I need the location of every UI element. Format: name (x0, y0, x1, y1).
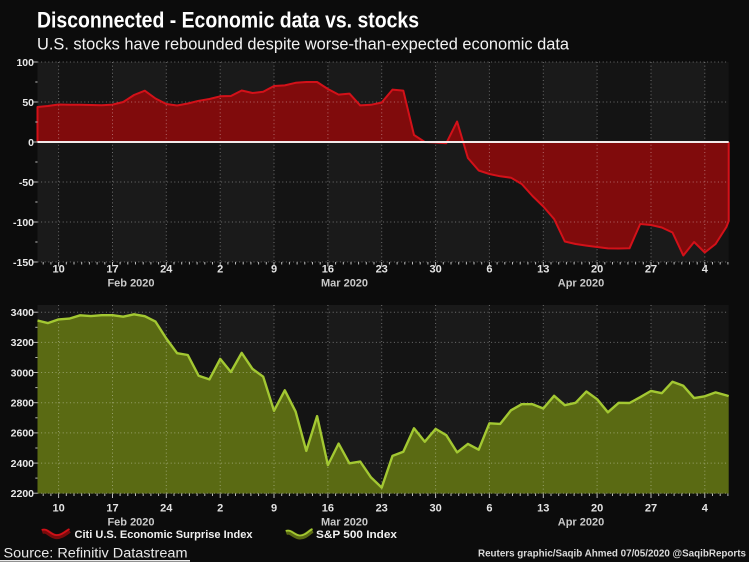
svg-text:S&P 500 Index: S&P 500 Index (316, 529, 398, 541)
svg-text:16: 16 (322, 503, 334, 515)
svg-text:30: 30 (429, 503, 441, 515)
svg-text:0: 0 (28, 137, 34, 149)
svg-text:4: 4 (702, 264, 709, 276)
svg-text:50: 50 (22, 97, 34, 109)
svg-text:24: 24 (160, 503, 173, 515)
svg-text:13: 13 (537, 503, 549, 515)
svg-text:Reuters graphic/Saqib Ahmed 07: Reuters graphic/Saqib Ahmed 07/05/2020 @… (478, 549, 746, 560)
svg-text:-150: -150 (13, 257, 34, 269)
svg-text:2400: 2400 (11, 458, 35, 470)
svg-text:20: 20 (591, 503, 603, 515)
svg-text:17: 17 (106, 503, 118, 515)
svg-text:Citi U.S. Economic Surprise In: Citi U.S. Economic Surprise Index (75, 529, 254, 541)
svg-text:3000: 3000 (11, 367, 35, 379)
svg-text:2800: 2800 (11, 398, 35, 410)
svg-text:30: 30 (429, 264, 441, 276)
svg-text:3400: 3400 (11, 307, 35, 319)
svg-text:-100: -100 (13, 217, 34, 229)
svg-text:3200: 3200 (11, 337, 35, 349)
svg-text:17: 17 (106, 264, 118, 276)
svg-text:13: 13 (537, 264, 549, 276)
svg-text:23: 23 (376, 264, 388, 276)
svg-text:27: 27 (645, 503, 657, 515)
svg-text:2: 2 (217, 503, 223, 515)
svg-text:-50: -50 (19, 177, 34, 189)
svg-text:Mar 2020: Mar 2020 (321, 517, 368, 529)
svg-text:2600: 2600 (11, 428, 35, 440)
svg-text:24: 24 (160, 264, 173, 276)
svg-text:9: 9 (271, 503, 277, 515)
svg-text:6: 6 (486, 264, 492, 276)
svg-text:4: 4 (702, 503, 709, 515)
svg-text:2200: 2200 (11, 488, 35, 500)
svg-text:2: 2 (217, 264, 223, 276)
svg-text:Feb 2020: Feb 2020 (107, 517, 154, 529)
svg-text:27: 27 (645, 264, 657, 276)
svg-text:23: 23 (376, 503, 388, 515)
svg-text:Source: Refinitiv Datastream: Source: Refinitiv Datastream (4, 546, 188, 561)
svg-text:Disconnected - Economic data v: Disconnected - Economic data vs. stocks (37, 7, 419, 32)
svg-text:Mar 2020: Mar 2020 (321, 278, 368, 290)
svg-text:100: 100 (16, 57, 34, 69)
svg-text:U.S. stocks have rebounded des: U.S. stocks have rebounded despite worse… (37, 36, 570, 54)
svg-text:6: 6 (486, 503, 492, 515)
svg-text:20: 20 (591, 264, 603, 276)
svg-text:Feb 2020: Feb 2020 (107, 278, 154, 290)
svg-text:10: 10 (52, 264, 64, 276)
svg-text:Apr 2020: Apr 2020 (558, 517, 604, 529)
svg-text:10: 10 (52, 503, 64, 515)
svg-text:Apr 2020: Apr 2020 (558, 278, 604, 290)
svg-text:16: 16 (322, 264, 334, 276)
svg-text:9: 9 (271, 264, 277, 276)
